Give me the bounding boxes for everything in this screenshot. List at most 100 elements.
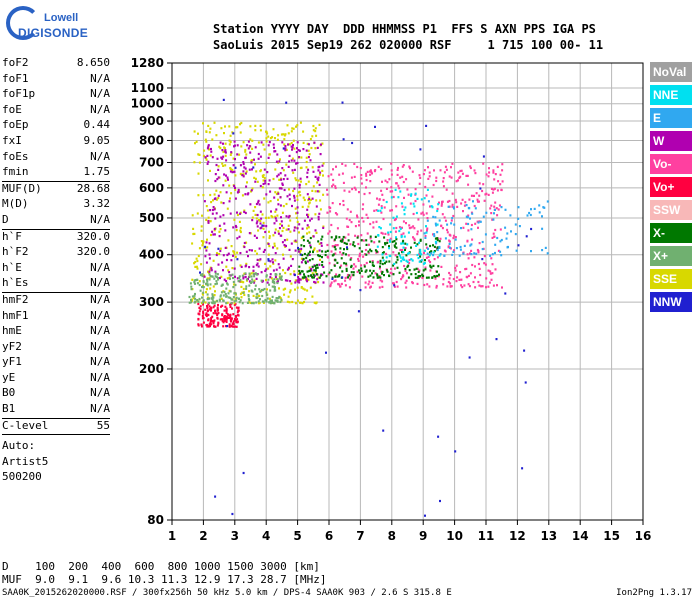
echo-point xyxy=(321,273,324,276)
echo-point xyxy=(265,193,268,196)
echo-point xyxy=(227,314,230,317)
echo-point xyxy=(287,143,290,146)
echo-point xyxy=(400,242,403,245)
echo-point xyxy=(356,216,359,219)
echo-point xyxy=(443,171,446,174)
echo-point xyxy=(231,325,234,328)
y-tick-label: 1100 xyxy=(131,81,164,95)
echo-point xyxy=(422,203,425,206)
echo-point xyxy=(318,263,321,266)
echo-point xyxy=(201,244,204,247)
echo-point xyxy=(293,199,296,202)
echo-point xyxy=(514,233,517,236)
echo-point xyxy=(319,258,321,261)
echo-point xyxy=(251,147,254,150)
echo-point xyxy=(223,315,226,319)
echo-point xyxy=(249,125,252,128)
echo-point xyxy=(401,251,404,254)
echo-point xyxy=(220,297,223,300)
echo-point xyxy=(290,141,293,145)
echo-point xyxy=(275,268,278,271)
echo-point xyxy=(198,247,201,250)
echo-point xyxy=(268,179,271,182)
echo-point xyxy=(292,189,295,193)
echo-point xyxy=(223,278,226,281)
echo-point xyxy=(297,250,300,253)
echo-point xyxy=(258,288,261,291)
echo-point xyxy=(222,98,225,101)
echo-point xyxy=(492,188,495,191)
echo-point xyxy=(435,176,438,179)
echo-point xyxy=(229,303,232,306)
echo-point xyxy=(388,254,391,258)
echo-point xyxy=(402,251,405,254)
echo-point xyxy=(321,260,324,264)
echo-point xyxy=(260,271,263,274)
param-value: 0.44 xyxy=(83,118,111,132)
echo-point xyxy=(205,140,208,143)
echo-point xyxy=(459,271,462,274)
echo-point xyxy=(269,289,272,292)
echo-point xyxy=(206,325,209,328)
echo-point xyxy=(482,155,485,158)
echo-point xyxy=(211,230,214,233)
echo-point xyxy=(219,215,222,218)
echo-point xyxy=(276,299,279,303)
echo-point xyxy=(310,268,312,271)
echo-point xyxy=(448,205,451,208)
echo-point xyxy=(418,182,421,185)
echo-point xyxy=(284,145,287,148)
echo-point xyxy=(267,135,270,138)
echo-point xyxy=(211,293,214,296)
echo-point xyxy=(213,294,216,297)
x-tick-label: 7 xyxy=(356,529,364,543)
echo-point xyxy=(240,296,243,299)
echo-point xyxy=(250,189,253,192)
echo-point xyxy=(333,245,336,249)
param-value: 320.0 xyxy=(76,229,110,243)
echo-point xyxy=(267,258,270,261)
echo-point xyxy=(426,217,429,220)
echo-point xyxy=(438,201,440,204)
echo-point xyxy=(254,250,257,253)
echo-point xyxy=(224,229,227,232)
echo-point xyxy=(275,219,278,222)
echo-point xyxy=(215,134,218,137)
echo-point xyxy=(291,148,293,151)
echo-point xyxy=(453,223,456,226)
echo-point xyxy=(265,130,268,133)
echo-point xyxy=(439,237,442,240)
echo-point xyxy=(242,281,245,284)
echo-point xyxy=(246,301,249,304)
echo-point xyxy=(224,164,227,167)
echo-point xyxy=(422,269,425,272)
echo-point xyxy=(260,217,263,220)
echo-point xyxy=(353,245,356,248)
echo-point xyxy=(369,173,372,176)
echo-point xyxy=(396,285,399,288)
echo-point xyxy=(402,242,405,245)
echo-point xyxy=(234,174,237,177)
echo-point xyxy=(250,275,253,278)
echo-point xyxy=(449,282,452,285)
param-row: MUF(D) 28.68 xyxy=(2,182,110,198)
echo-point xyxy=(341,238,344,241)
echo-point xyxy=(284,287,287,290)
echo-point xyxy=(528,211,531,215)
echo-point xyxy=(373,209,376,212)
echo-point xyxy=(227,239,230,242)
echo-point xyxy=(371,172,373,175)
echo-point xyxy=(436,246,439,249)
echo-point xyxy=(293,194,296,197)
echo-point xyxy=(334,185,337,188)
echo-point xyxy=(233,302,236,305)
echo-point xyxy=(388,274,390,277)
echo-point xyxy=(350,221,353,224)
echo-point xyxy=(296,124,299,127)
param-value: 9.05 xyxy=(83,133,111,147)
echo-point xyxy=(367,283,370,286)
echo-point xyxy=(238,297,240,300)
echo-point xyxy=(277,297,280,300)
echo-point xyxy=(263,148,266,151)
echo-point xyxy=(483,255,486,258)
